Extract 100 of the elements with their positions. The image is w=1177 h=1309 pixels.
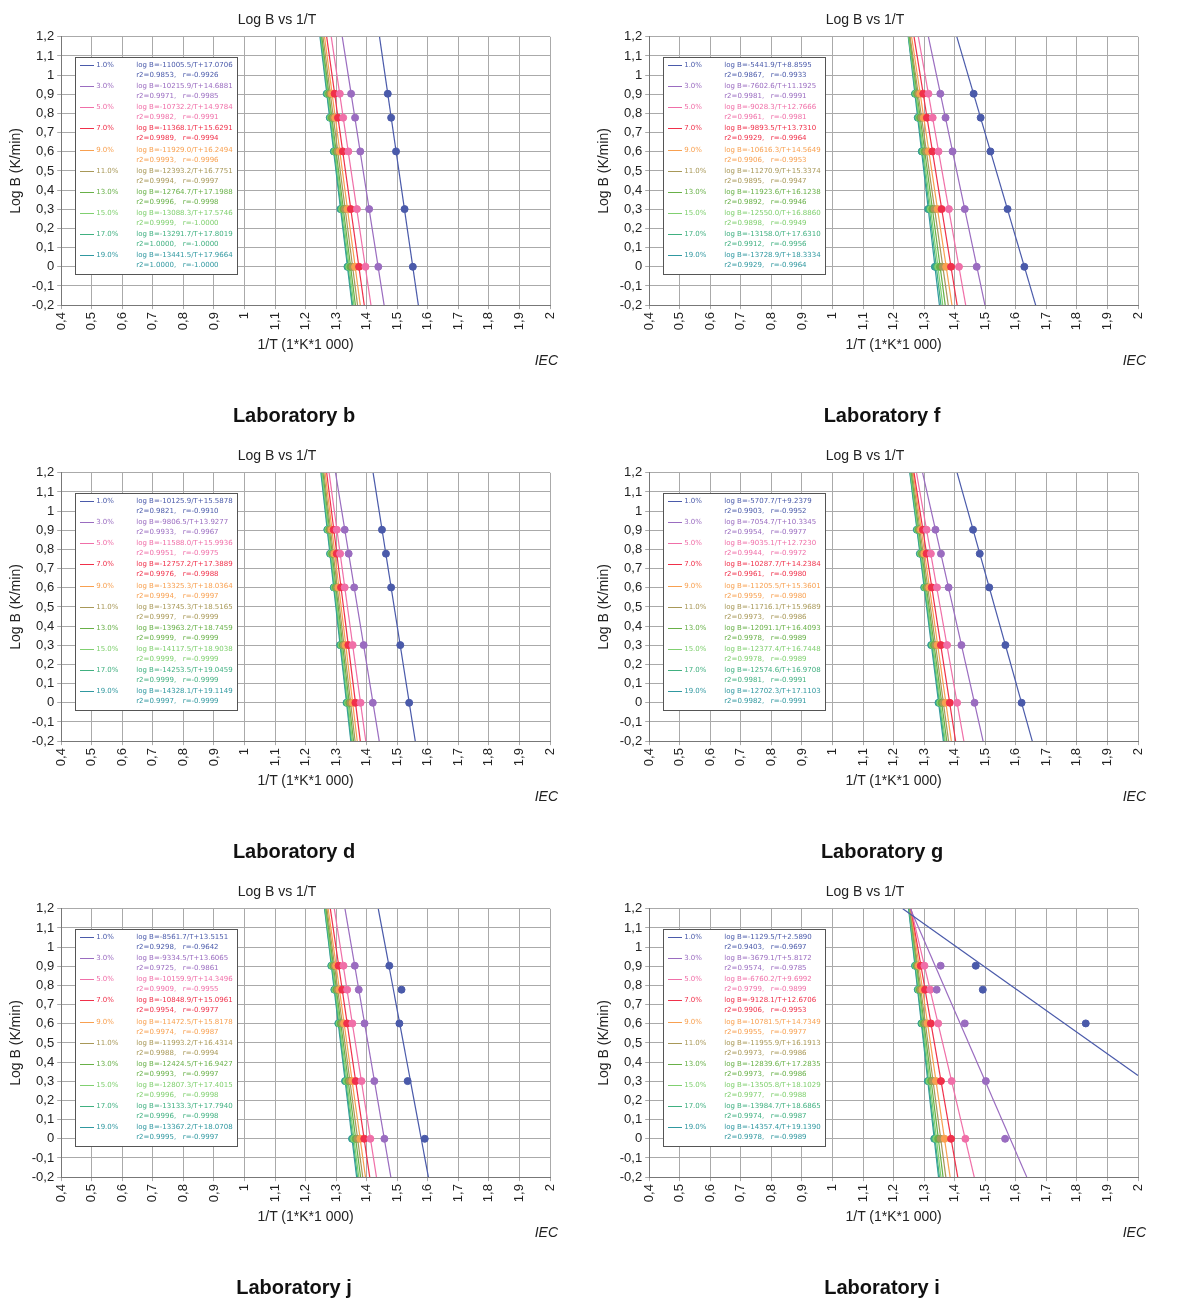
- x-tick-label: 0,6: [701, 1184, 717, 1203]
- x-tick-label: 0,5: [83, 312, 99, 331]
- x-tick-label: 0,6: [113, 1184, 129, 1203]
- y-tick-label: 0,1: [624, 1111, 643, 1127]
- y-tick-label: 0,8: [36, 105, 55, 121]
- y-tick-label: 0,5: [624, 598, 643, 614]
- x-tick-label: 2: [541, 748, 557, 756]
- x-tick-label: 1,6: [1007, 312, 1023, 331]
- y-tick-label: 0,7: [36, 124, 55, 140]
- y-tick-label: 0,9: [624, 521, 643, 537]
- x-tick-label: 1,1: [854, 1184, 870, 1203]
- chart-title: Log B vs 1/T: [825, 11, 905, 28]
- y-tick-label: 0,8: [624, 977, 643, 993]
- text: Laboratory b: [231, 404, 357, 427]
- y-tick-label: -0,1: [31, 1149, 55, 1165]
- y-tick-label: -0,2: [619, 1168, 643, 1184]
- x-tick-label: 1,9: [511, 1184, 527, 1203]
- x-tick-label: 0,6: [701, 748, 717, 767]
- x-tick-label: 1,8: [1068, 1184, 1084, 1203]
- text: IEC: [1122, 788, 1146, 804]
- x-tick-label: 1: [824, 312, 840, 320]
- y-tick-label: -0,2: [31, 296, 55, 312]
- y-tick-label: 1: [634, 502, 643, 518]
- x-tick-label: 0,8: [174, 748, 190, 767]
- y-tick-label: 0,4: [36, 1053, 55, 1069]
- x-tick-label: 1: [824, 1184, 840, 1192]
- y-tick-label: 0,4: [624, 181, 643, 197]
- chart-title: Log B vs 1/T: [237, 447, 317, 464]
- x-tick-label: 1,9: [511, 312, 527, 331]
- y-tick-label: 0,6: [624, 579, 643, 595]
- x-tick-label: 0,5: [671, 312, 687, 331]
- x-tick-label: 1,4: [358, 312, 374, 331]
- y-axis-title: Log B (K/min): [595, 1000, 612, 1086]
- y-tick-label: 0,7: [36, 560, 55, 576]
- x-tick-label: 1,5: [976, 748, 992, 767]
- y-tick-label: 0,6: [36, 143, 55, 159]
- y-tick-label: 0,3: [36, 1072, 55, 1088]
- chart-title: Log B vs 1/T: [237, 883, 317, 900]
- x-tick-label: 1: [236, 748, 252, 756]
- y-tick-label: 0,2: [36, 1092, 55, 1108]
- x-tick-label: 1,8: [480, 1184, 496, 1203]
- y-tick-label: 0,1: [624, 239, 643, 255]
- x-tick-label: 1,7: [449, 1184, 465, 1203]
- chart-title: Log B vs 1/T: [825, 883, 905, 900]
- y-tick-label: -0,1: [619, 277, 643, 293]
- y-tick-label: 0,3: [624, 636, 643, 652]
- x-tick-label: 0,8: [762, 748, 778, 767]
- y-tick-label: 0,5: [36, 598, 55, 614]
- x-tick-label: 1,4: [946, 748, 962, 767]
- x-axis-title: 1/T (1*K*1 000): [845, 772, 942, 789]
- y-tick-label: 0,9: [36, 957, 55, 973]
- x-tick-label: 0,9: [205, 1184, 221, 1203]
- y-tick-label: 0,2: [624, 656, 643, 672]
- y-tick-label: 0,7: [624, 560, 643, 576]
- y-tick-label: 0,3: [36, 200, 55, 216]
- y-tick-label: 0,5: [36, 1034, 55, 1050]
- x-tick-label: 0,8: [174, 1184, 190, 1203]
- y-tick-label: 0: [634, 694, 643, 710]
- y-tick-label: 1: [46, 502, 55, 518]
- x-tick-label: 1,7: [1037, 1184, 1053, 1203]
- y-tick-label: 0,5: [624, 1034, 643, 1050]
- y-tick-label: 0,3: [36, 636, 55, 652]
- y-tick-label: 0,8: [624, 541, 643, 557]
- x-tick-label: 1,3: [915, 748, 931, 767]
- x-tick-label: 1,6: [419, 748, 435, 767]
- x-tick-label: 1,1: [854, 312, 870, 331]
- text: IEC: [534, 352, 558, 368]
- y-tick-label: 1,1: [624, 47, 643, 63]
- y-tick-label: 0,1: [36, 1111, 55, 1127]
- y-tick-label: 0,3: [624, 1072, 643, 1088]
- y-axis-title: Log B (K/min): [7, 564, 24, 650]
- y-tick-label: 0: [634, 1130, 643, 1146]
- y-tick-label: 0,3: [624, 200, 643, 216]
- x-tick-label: 1,5: [388, 1184, 404, 1203]
- y-tick-label: 0: [634, 258, 643, 274]
- x-axis-title: 1/T (1*K*1 000): [845, 336, 942, 353]
- y-tick-label: -0,2: [31, 732, 55, 748]
- x-tick-label: 0,5: [83, 748, 99, 767]
- y-tick-label: 0,2: [36, 656, 55, 672]
- x-tick-label: 1,7: [1037, 312, 1053, 331]
- y-tick-label: 0,2: [624, 220, 643, 236]
- y-axis-title: Log B (K/min): [595, 564, 612, 650]
- x-tick-label: 0,7: [144, 312, 160, 331]
- x-tick-label: 1,3: [915, 1184, 931, 1203]
- x-axis-title: 1/T (1*K*1 000): [257, 1208, 354, 1225]
- x-tick-label: 0,5: [671, 748, 687, 767]
- x-tick-label: 2: [541, 1184, 557, 1192]
- x-tick-label: 0,5: [83, 1184, 99, 1203]
- x-tick-label: 1,2: [297, 748, 313, 767]
- text: Laboratory g: [819, 840, 945, 863]
- x-tick-label: 0,7: [732, 312, 748, 331]
- y-tick-label: 0,4: [624, 617, 643, 633]
- y-tick-label: 0: [46, 1130, 55, 1146]
- y-tick-label: 0: [46, 694, 55, 710]
- y-tick-label: 0,4: [36, 181, 55, 197]
- x-tick-label: 1: [236, 1184, 252, 1192]
- y-tick-label: 0,5: [624, 162, 643, 178]
- x-axis-title: 1/T (1*K*1 000): [257, 336, 354, 353]
- y-tick-label: 1,1: [36, 47, 55, 63]
- text: IEC: [1122, 352, 1146, 368]
